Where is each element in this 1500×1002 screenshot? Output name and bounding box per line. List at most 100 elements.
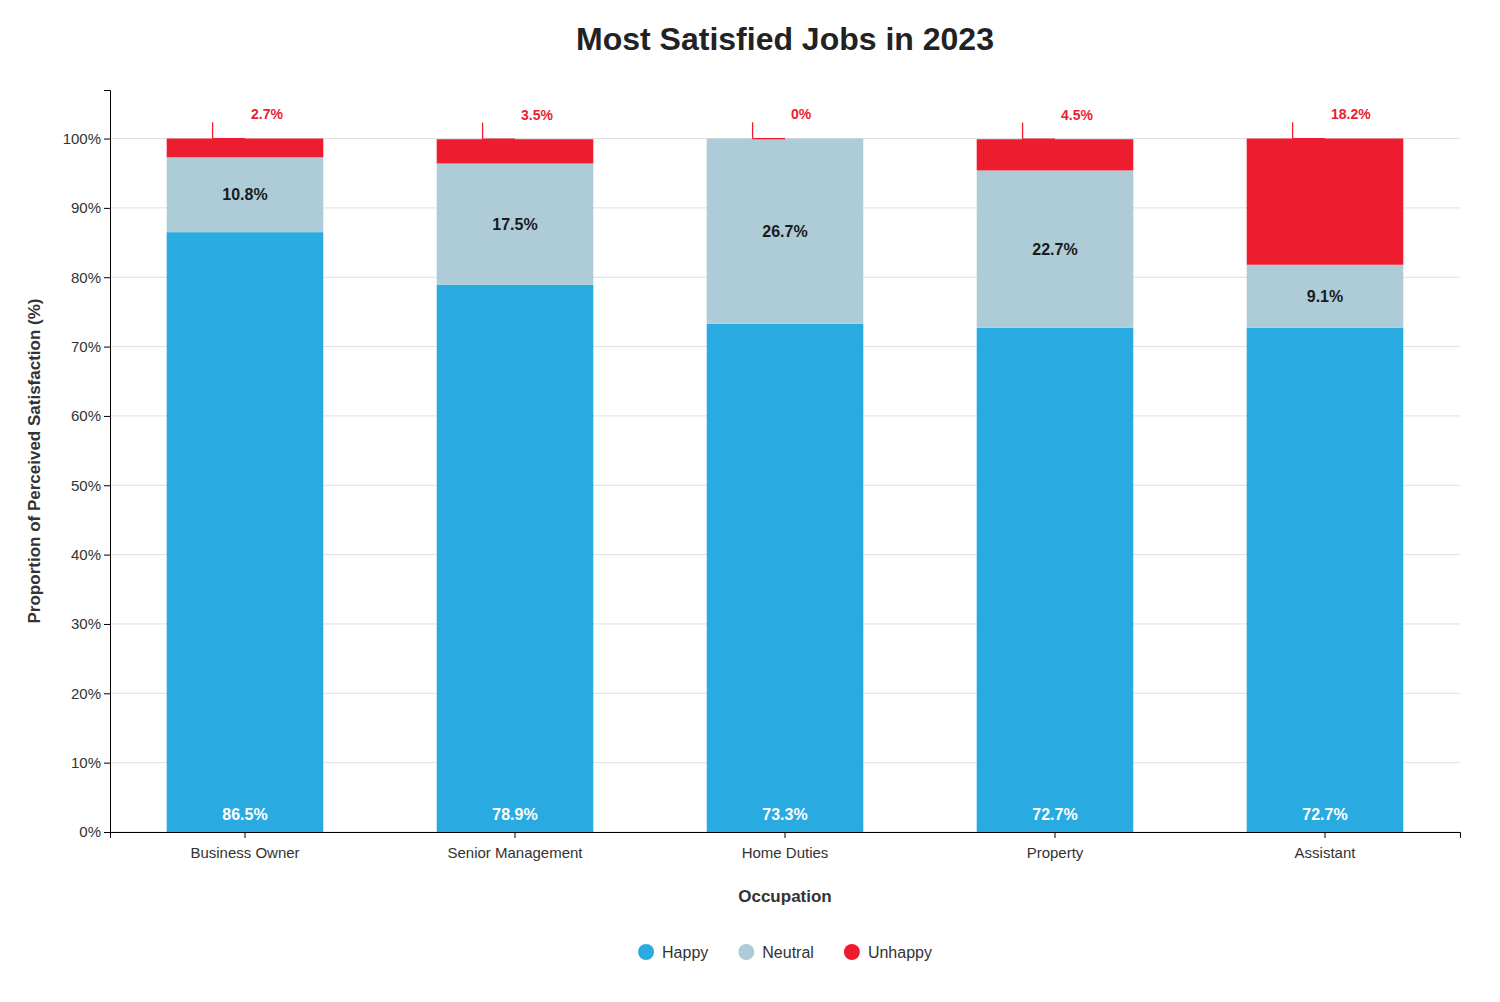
tick: 80% bbox=[71, 269, 110, 286]
legend: Happy Neutral Unhappy bbox=[638, 944, 932, 961]
axis-line bbox=[111, 833, 1461, 839]
tick-label: 90% bbox=[71, 199, 101, 216]
tick-label: 60% bbox=[71, 407, 101, 424]
data-label: 17.5% bbox=[492, 216, 537, 233]
y-axis-label: Proportion of Perceived Satisfaction (%) bbox=[25, 299, 44, 624]
tick-mark bbox=[104, 277, 110, 278]
bar bbox=[167, 157, 324, 232]
bar bbox=[437, 139, 594, 163]
bracket bbox=[212, 122, 213, 138]
bar bbox=[167, 232, 324, 832]
chart: Business Owner Senior Management Home Duti… bbox=[0, 0, 1500, 1002]
tick: Home Duties bbox=[742, 832, 829, 861]
tick-label: 40% bbox=[71, 546, 101, 563]
bar bbox=[167, 139, 324, 158]
data-label: 22.7% bbox=[1032, 241, 1077, 258]
data-label: 0% bbox=[791, 106, 812, 122]
data-label: 73.3% bbox=[762, 806, 807, 823]
y-axis: 0% 10% 20% 30% 40% 50% 60% 70% 80% 90% 100% bbox=[63, 91, 111, 841]
bar bbox=[1247, 139, 1404, 265]
bar bbox=[977, 328, 1134, 832]
tick-label: Assistant bbox=[1295, 844, 1357, 861]
data-label: 18.2% bbox=[1331, 106, 1371, 122]
data-label: 78.9% bbox=[492, 806, 537, 823]
bar bbox=[977, 170, 1134, 327]
tick-mark bbox=[515, 832, 516, 838]
tick-mark bbox=[104, 416, 110, 417]
tick: Senior Management bbox=[447, 832, 583, 861]
data-label: 3.5% bbox=[521, 107, 553, 123]
legend-label: Happy bbox=[662, 944, 708, 961]
tick-mark bbox=[104, 208, 110, 209]
tick-mark bbox=[785, 832, 786, 838]
bracket bbox=[482, 123, 483, 140]
tick: Property bbox=[1027, 832, 1084, 861]
tick-mark bbox=[104, 832, 110, 833]
data-label: 10.8% bbox=[222, 186, 267, 203]
axis-line bbox=[104, 91, 111, 833]
tick-mark bbox=[104, 693, 110, 694]
tick-mark bbox=[1325, 832, 1326, 838]
tick-label: 100% bbox=[63, 130, 101, 147]
data-label: 86.5% bbox=[222, 806, 267, 823]
legend-marker bbox=[638, 944, 654, 960]
tick-mark bbox=[104, 347, 110, 348]
data-label: 9.1% bbox=[1307, 288, 1343, 305]
bar bbox=[1247, 328, 1404, 832]
bar bbox=[437, 164, 594, 285]
tick-label: Home Duties bbox=[742, 844, 829, 861]
tick-mark bbox=[104, 139, 110, 140]
tick-mark bbox=[104, 485, 110, 486]
tick: 100% bbox=[63, 130, 110, 147]
data-label: 2.7% bbox=[251, 106, 283, 122]
series bbox=[167, 139, 1404, 328]
legend-item: Happy bbox=[638, 944, 708, 961]
tick-label: 10% bbox=[71, 754, 101, 771]
data-labels: 86.5% 78.9% 73.3% 72.7% 72.7% 10.8% 17.5% 26.7%… bbox=[213, 106, 1372, 823]
tick-label: 20% bbox=[71, 685, 101, 702]
tick-label: 30% bbox=[71, 615, 101, 632]
bar bbox=[707, 139, 864, 324]
bracket bbox=[483, 139, 515, 140]
tick: 60% bbox=[71, 407, 110, 424]
tick: 50% bbox=[71, 477, 110, 494]
tick: 0% bbox=[79, 823, 110, 840]
bracket bbox=[752, 122, 753, 138]
bracket bbox=[213, 138, 245, 139]
tick: 30% bbox=[71, 615, 110, 632]
tick-label: Senior Management bbox=[447, 844, 583, 861]
title: Most Satisfied Jobs in 2023 bbox=[576, 21, 994, 57]
tick-label: 0% bbox=[79, 823, 101, 840]
data-label: 72.7% bbox=[1032, 806, 1077, 823]
legend-item: Neutral bbox=[738, 944, 814, 961]
legend-marker bbox=[844, 944, 860, 960]
data-label: 4.5% bbox=[1061, 107, 1093, 123]
bracket bbox=[1292, 122, 1293, 138]
tick: 90% bbox=[71, 199, 110, 216]
bar bbox=[707, 138, 864, 139]
tick: 40% bbox=[71, 546, 110, 563]
tick-mark bbox=[1055, 832, 1056, 838]
tick: 10% bbox=[71, 754, 110, 771]
x-axis-label: Occupation bbox=[738, 887, 832, 906]
bar bbox=[437, 285, 594, 832]
grid bbox=[110, 139, 1460, 832]
bars bbox=[167, 139, 1404, 832]
bracket bbox=[1023, 139, 1055, 140]
legend-label: Neutral bbox=[762, 944, 814, 961]
tick-mark bbox=[104, 763, 110, 764]
data-label: 26.7% bbox=[762, 223, 807, 240]
data-label: 72.7% bbox=[1302, 806, 1347, 823]
bar bbox=[707, 324, 864, 832]
tick-label: Property bbox=[1027, 844, 1084, 861]
tick-label: Business Owner bbox=[190, 844, 299, 861]
tick-mark bbox=[245, 832, 246, 838]
tick: Business Owner bbox=[190, 832, 299, 861]
bracket bbox=[1022, 123, 1023, 140]
bracket bbox=[1293, 138, 1325, 139]
tick-mark bbox=[104, 555, 110, 556]
x-axis: Business Owner Senior Management Home Duti… bbox=[111, 832, 1461, 861]
tick: 70% bbox=[71, 338, 110, 355]
legend-label: Unhappy bbox=[868, 944, 932, 961]
tick-mark bbox=[104, 624, 110, 625]
